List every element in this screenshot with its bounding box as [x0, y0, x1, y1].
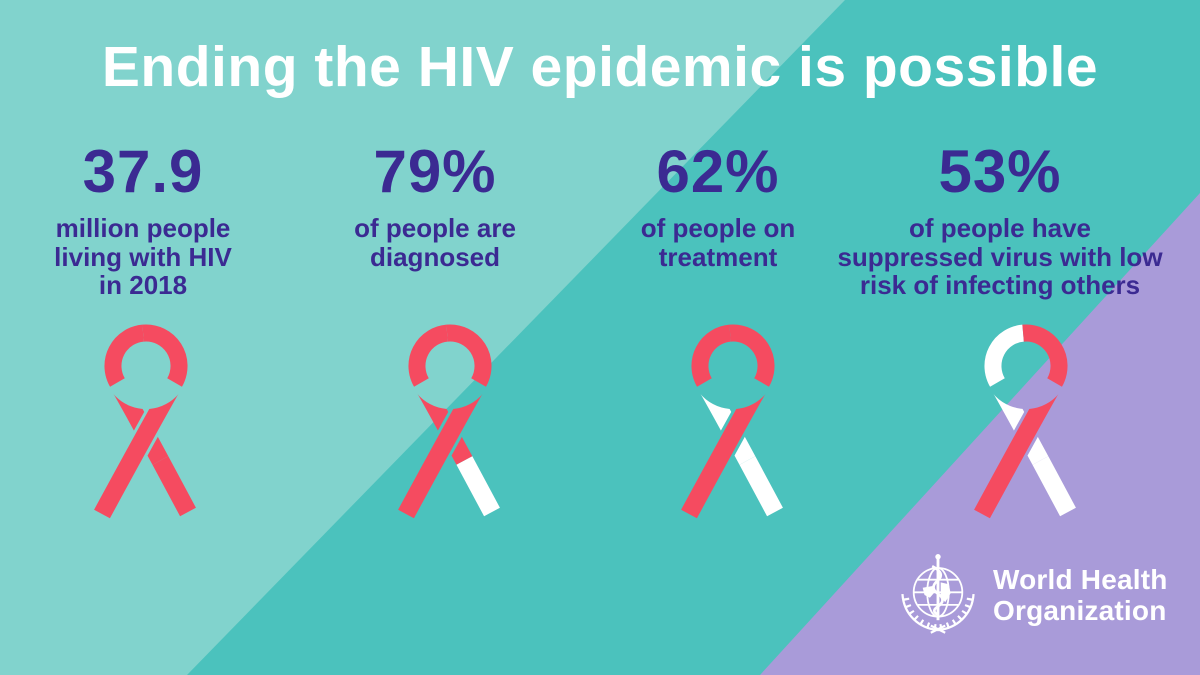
who-wordmark-line1: World Health — [993, 563, 1168, 595]
stat-label-line: suppressed virus with low — [837, 241, 1163, 272]
stat-label: of people on treatment — [641, 214, 796, 271]
stat-label: million people living with HIV in 2018 — [54, 214, 232, 300]
stat-diagnosed: 79% of people are diagnosed — [354, 142, 516, 271]
stat-label-line: risk of infecting others — [859, 270, 1141, 301]
stat-label-line: of people have — [908, 213, 1092, 243]
stat-value: 62% — [656, 138, 780, 205]
awareness-ribbon-icon — [974, 324, 1076, 519]
awareness-ribbon-icon — [94, 324, 196, 519]
who-wordmark-line2: Organization — [993, 595, 1167, 626]
stat-label: of people are diagnosed — [354, 214, 516, 271]
who-logo: World Health Organization — [893, 550, 1168, 640]
awareness-ribbon-icon — [681, 324, 783, 519]
stat-value: 37.9 — [82, 138, 204, 205]
stat-value: 79% — [373, 138, 497, 205]
stat-label-line: of people on — [640, 213, 796, 243]
stat-label-line: treatment — [658, 241, 778, 272]
stat-living-with-hiv: 37.9 million people living with HIV in 2… — [54, 142, 232, 300]
stat-label-line: million people — [55, 213, 231, 243]
stat-label: of people have suppressed virus with low… — [837, 214, 1162, 300]
stat-on-treatment: 62% of people on treatment — [641, 142, 796, 271]
stat-label-line: living with HIV — [54, 241, 232, 272]
page-title: Ending the HIV epidemic is possible — [101, 35, 1099, 99]
stat-label-line: of people are — [354, 213, 516, 243]
stat-value: 53% — [938, 138, 1062, 205]
stat-label-line: in 2018 — [98, 270, 188, 301]
awareness-ribbon-icon — [398, 324, 500, 519]
who-wordmark: World Health Organization — [993, 564, 1168, 627]
stat-label-line: diagnosed — [369, 241, 501, 272]
who-emblem-icon — [901, 554, 975, 634]
stat-suppressed-virus: 53% of people have suppressed virus with… — [837, 142, 1162, 300]
